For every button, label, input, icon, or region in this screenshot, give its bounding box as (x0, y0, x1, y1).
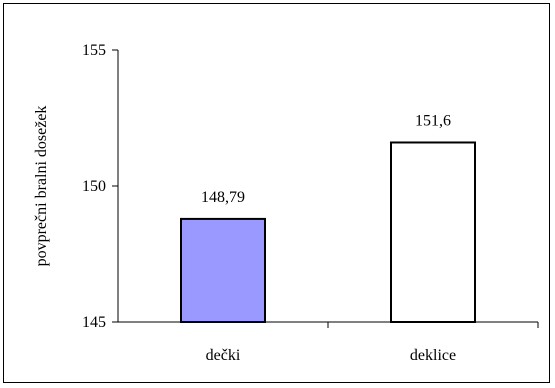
y-tick-label: 145 (82, 314, 106, 331)
x-tick-label: deklice (410, 347, 456, 364)
bar-1 (180, 217, 266, 323)
y-ticks: 145 150 155 (82, 42, 539, 331)
bars: 148,79 151,6 (180, 112, 476, 323)
data-label: 151,6 (415, 112, 451, 129)
y-tick-label: 155 (82, 42, 106, 59)
y-axis-label: povprečni bralni dosežek (33, 106, 50, 267)
x-tick-labels: dečki deklice (206, 347, 456, 364)
bar-2 (390, 141, 476, 323)
y-tick-label: 150 (82, 178, 106, 195)
data-label: 148,79 (201, 189, 245, 206)
x-tick-label: dečki (206, 347, 241, 364)
